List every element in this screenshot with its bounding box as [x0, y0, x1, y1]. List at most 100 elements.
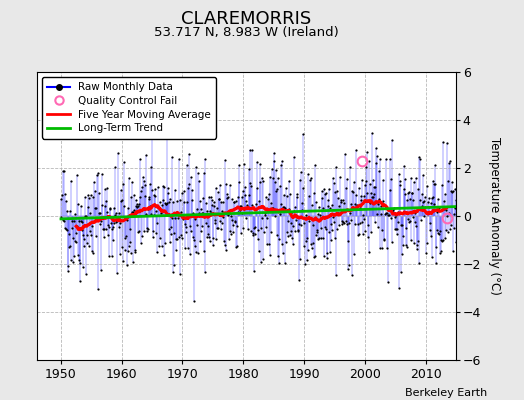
Point [378, 227, 386, 233]
Point [234, 194, 243, 201]
Point [228, 222, 237, 228]
Point [429, 194, 438, 200]
Point [96, 210, 105, 216]
Y-axis label: Temperature Anomaly (°C): Temperature Anomaly (°C) [488, 137, 500, 295]
Point [253, 184, 261, 191]
Point [128, 209, 136, 216]
Point [230, 199, 238, 205]
Point [279, 192, 288, 198]
Point [122, 232, 130, 239]
Point [294, 228, 303, 235]
Point [432, 226, 441, 233]
Point [150, 186, 159, 192]
Point [195, 238, 204, 244]
Point [166, 238, 174, 245]
Point [192, 221, 201, 228]
Point [220, 199, 228, 206]
Point [85, 228, 94, 234]
Point [232, 244, 241, 250]
Point [102, 209, 111, 216]
Point [328, 202, 336, 208]
Point [311, 198, 320, 205]
Point [248, 147, 257, 154]
Point [239, 188, 247, 194]
Point [350, 251, 358, 257]
Point [219, 214, 227, 220]
Point [249, 232, 258, 238]
Point [193, 206, 201, 212]
Point [163, 200, 171, 206]
Point [211, 220, 219, 226]
Point [190, 216, 199, 222]
Point [410, 179, 419, 186]
Point [59, 217, 67, 224]
Point [257, 259, 266, 266]
Point [219, 220, 227, 226]
Point [362, 164, 370, 170]
Point [121, 246, 129, 253]
Point [280, 203, 288, 210]
Point [89, 250, 97, 256]
Point [315, 204, 323, 210]
Point [119, 258, 127, 264]
Text: CLAREMORRIS: CLAREMORRIS [181, 10, 311, 28]
Point [60, 168, 68, 174]
Point [249, 225, 258, 232]
Point [60, 191, 69, 197]
Point [66, 242, 74, 249]
Point [383, 210, 391, 217]
Point [433, 196, 442, 202]
Point [72, 239, 80, 245]
Point [93, 215, 102, 221]
Point [271, 179, 279, 185]
Point [329, 214, 337, 220]
Point [399, 163, 408, 170]
Point [145, 196, 153, 202]
Point [116, 251, 124, 257]
Point [250, 224, 259, 230]
Point [340, 200, 348, 206]
Point [306, 215, 314, 222]
Point [72, 171, 81, 178]
Point [325, 186, 333, 192]
Point [337, 197, 346, 203]
Point [63, 268, 72, 274]
Point [123, 261, 131, 268]
Point [144, 226, 152, 232]
Point [246, 179, 254, 186]
Point [277, 161, 285, 168]
Point [74, 257, 83, 263]
Point [322, 226, 331, 232]
Point [387, 238, 396, 245]
Point [125, 243, 133, 249]
Point [267, 165, 276, 172]
Point [354, 185, 363, 191]
Point [288, 235, 297, 242]
Point [107, 253, 116, 260]
Point [427, 200, 435, 206]
Point [228, 196, 236, 202]
Point [80, 243, 88, 249]
Point [147, 129, 156, 135]
Point [97, 267, 105, 273]
Point [303, 235, 311, 242]
Point [406, 196, 414, 202]
Point [343, 220, 351, 227]
Point [129, 209, 138, 215]
Point [106, 213, 115, 220]
Point [330, 180, 339, 186]
Point [233, 223, 242, 230]
Point [123, 216, 132, 223]
Point [409, 196, 418, 203]
Point [283, 218, 292, 224]
Point [255, 198, 263, 204]
Point [384, 206, 392, 213]
Point [407, 175, 415, 182]
Point [64, 263, 72, 269]
Point [282, 184, 290, 191]
Point [321, 191, 329, 198]
Point [86, 210, 94, 216]
Point [435, 228, 444, 234]
Point [269, 150, 278, 156]
Point [88, 248, 96, 254]
